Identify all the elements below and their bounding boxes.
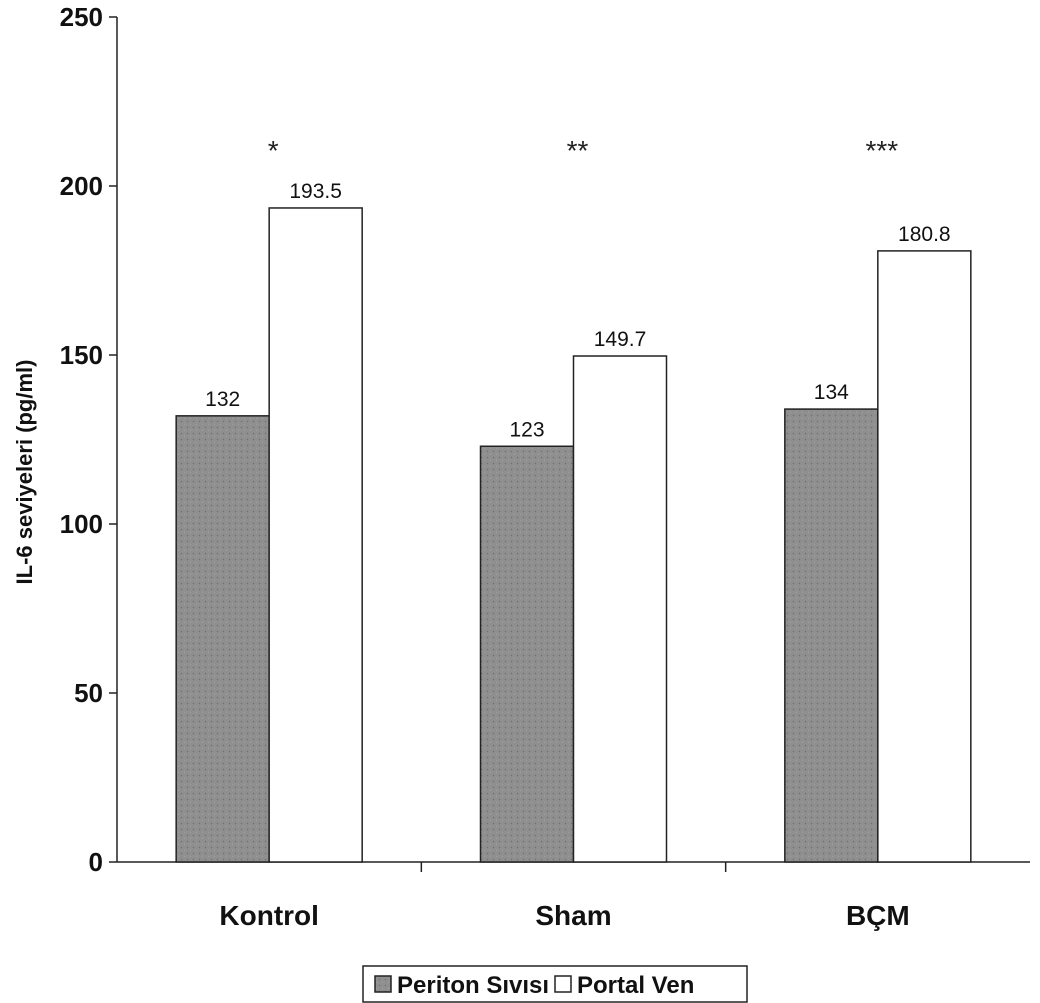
y-axis-label: IL-6 seviyeleri (pg/ml) xyxy=(12,360,37,585)
y-tick-label: 250 xyxy=(60,2,103,32)
bars-group xyxy=(175,207,972,863)
data-label: 193.5 xyxy=(289,180,342,203)
bar-portal-0 xyxy=(268,207,363,863)
bar-portal-2 xyxy=(877,250,972,863)
data-label: 134 xyxy=(814,381,849,404)
data-label: 123 xyxy=(509,418,544,441)
data-label: 132 xyxy=(205,388,240,411)
bar-periton-0 xyxy=(175,415,270,863)
legend-label: Periton Sıvısı xyxy=(397,972,549,999)
significance-annotation: ** xyxy=(567,135,589,166)
significance-annotation: *** xyxy=(865,135,898,166)
y-tick-label: 100 xyxy=(60,509,103,539)
x-tick-label: Kontrol xyxy=(219,900,319,931)
y-tick-label: 50 xyxy=(74,678,103,708)
bar-periton-2 xyxy=(784,408,879,863)
legend: Periton Sıvısı Portal Ven xyxy=(362,965,748,1003)
bar-portal-1 xyxy=(572,355,668,863)
y-tick-label: 0 xyxy=(89,847,103,877)
legend-swatch xyxy=(374,975,392,993)
legend-label: Portal Ven xyxy=(577,972,694,999)
data-labels-group: 132 193.5 Kontrol * 123 149.7 Sham ** 134 180.8 BÇ… xyxy=(205,135,950,931)
bar-periton-1 xyxy=(479,445,575,863)
legend-swatch xyxy=(554,975,572,993)
significance-annotation: * xyxy=(268,135,279,166)
x-tick-label: Sham xyxy=(535,900,611,931)
data-label: 180.8 xyxy=(898,223,951,246)
y-tick-label: 150 xyxy=(60,340,103,370)
data-label: 149.7 xyxy=(594,328,647,351)
x-tick-label: BÇM xyxy=(846,900,910,931)
y-tick-label: 200 xyxy=(60,171,103,201)
